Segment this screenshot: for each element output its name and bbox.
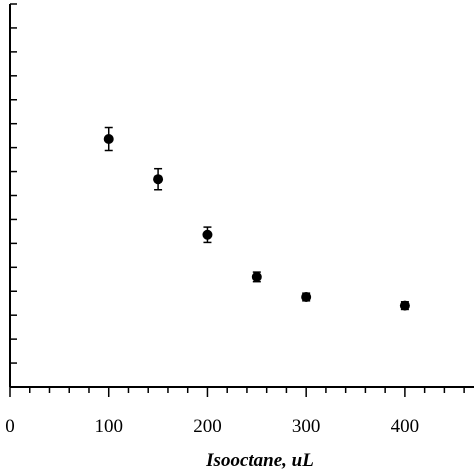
data-point xyxy=(202,229,213,240)
data-point xyxy=(399,300,410,311)
x-tick-label: 400 xyxy=(391,416,420,437)
data-points xyxy=(103,126,410,311)
x-tick-label: 300 xyxy=(292,416,321,437)
x-axis-title: Isooctane, uL xyxy=(205,450,314,471)
x-tick-label: 0 xyxy=(5,416,15,437)
axes xyxy=(9,3,474,397)
x-tick-label: 100 xyxy=(94,416,123,437)
data-point xyxy=(153,174,164,185)
data-point xyxy=(251,271,262,282)
data-point xyxy=(103,134,114,145)
tick-labels: 0 100 200 300 400 xyxy=(5,416,419,437)
x-tick-label: 200 xyxy=(193,416,222,437)
data-point xyxy=(301,291,312,302)
